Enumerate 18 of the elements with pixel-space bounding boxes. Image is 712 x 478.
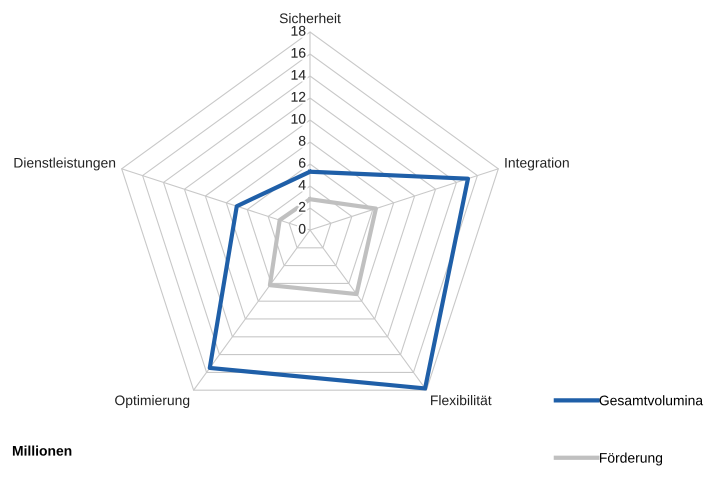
spoke-label: Dienstleistungen (14, 157, 116, 170)
y-tick-label: 6 (298, 158, 306, 168)
y-tick-label: 14 (292, 70, 306, 80)
y-tick-label: 4 (298, 180, 306, 190)
legend-label: Förderung (600, 452, 662, 466)
spoke-label: Optimierung (115, 395, 190, 408)
y-tick-label: 2 (298, 202, 306, 212)
text: Millionen (12, 446, 72, 456)
y-tick-label: 10 (292, 114, 306, 124)
y-tick-label: 18 (292, 26, 306, 36)
y-tick-label: 8 (298, 136, 306, 146)
spoke-label: Flexibilität (431, 395, 492, 406)
spoke-label: Integration (505, 157, 569, 170)
y-tick-label: 16 (292, 48, 306, 58)
y-tick-label: 12 (292, 92, 306, 102)
spoke-label: Sicherheit (280, 13, 341, 24)
y-tick-label: 0 (298, 224, 306, 234)
legend-label: Gesamtvolumina (600, 395, 704, 406)
